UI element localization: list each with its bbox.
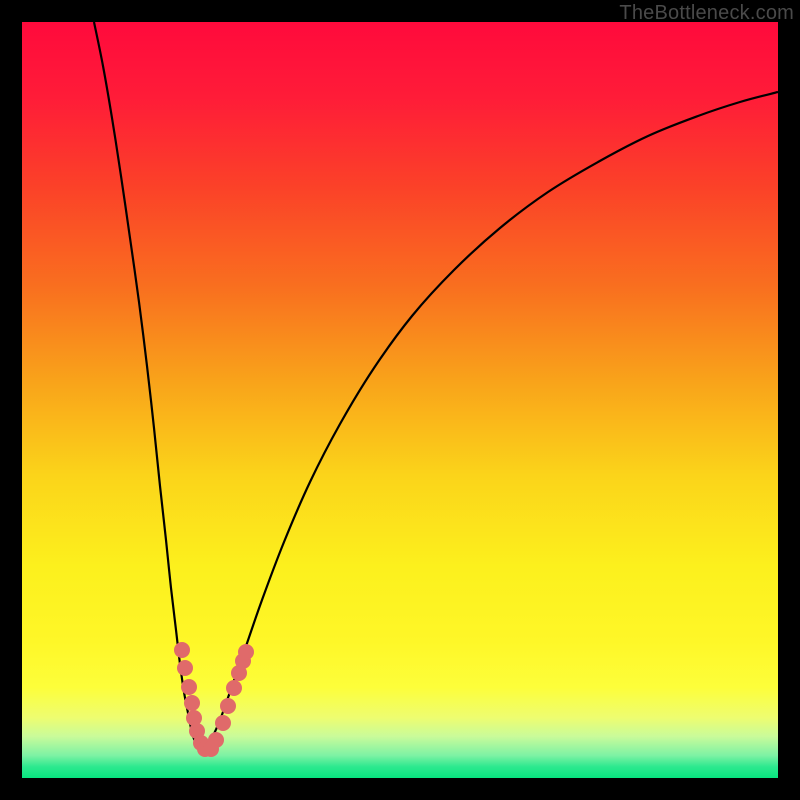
figure-root: TheBottleneck.com bbox=[0, 0, 800, 800]
marker-dot bbox=[226, 680, 242, 696]
marker-dot bbox=[238, 644, 254, 660]
marker-dot bbox=[181, 679, 197, 695]
marker-dot bbox=[208, 732, 224, 748]
marker-dot bbox=[215, 715, 231, 731]
marker-dot bbox=[174, 642, 190, 658]
watermark-text: TheBottleneck.com bbox=[619, 2, 794, 25]
plot-background bbox=[22, 22, 778, 778]
marker-dot bbox=[184, 695, 200, 711]
marker-dot bbox=[220, 698, 236, 714]
chart-svg bbox=[0, 0, 800, 800]
marker-dot bbox=[177, 660, 193, 676]
